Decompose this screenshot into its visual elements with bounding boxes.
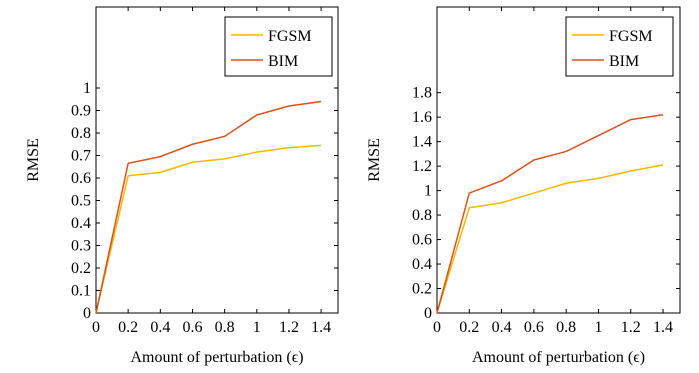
x-tick-label: 1.4	[311, 319, 331, 336]
y-tick-label: 0	[83, 305, 91, 322]
x-tick-label: 0.6	[182, 319, 202, 336]
y-tick-label: 0.6	[412, 232, 432, 249]
series-line-fgsm	[436, 164, 664, 314]
plot-frame	[95, 6, 339, 314]
legend-label-bim: BIM	[609, 53, 639, 70]
x-tick-label: 0	[433, 319, 441, 336]
y-tick-label: 0.6	[71, 170, 91, 187]
x-tick-label: 0.2	[459, 319, 479, 336]
x-tick-label: 1.2	[279, 319, 299, 336]
legend: FGSM BIM	[224, 16, 333, 77]
y-tick-label: 1	[83, 80, 91, 97]
legend-label-fgsm: FGSM	[609, 28, 653, 45]
y-tick-label: 1.4	[412, 134, 432, 151]
y-tick-label: 0.3	[71, 238, 91, 255]
y-tick-label: 0.7	[71, 148, 91, 165]
chart-panel-1: 0 0.2 0.4 0.6 0.8 1 1.2 1.4 0 0.1 0.2 0.3 0.4 0.5 0.6 0…	[25, 6, 339, 366]
legend-label-bim: BIM	[268, 53, 298, 70]
x-tick-label: 0.8	[556, 319, 576, 336]
legend-box	[224, 16, 333, 77]
series-line-fgsm	[95, 144, 322, 314]
y-tick-label: 0.4	[412, 256, 432, 273]
plot-frame	[436, 6, 681, 314]
y-tick-label: 1	[424, 183, 432, 200]
y-tick-label: 0.5	[71, 193, 91, 210]
y-axis-label: RMSE	[366, 138, 383, 182]
y-tick-label: 0	[424, 305, 432, 322]
x-tick-label: 1	[594, 319, 602, 336]
x-tick-label: 0.4	[492, 319, 512, 336]
legend-label-fgsm: FGSM	[268, 28, 312, 45]
x-tick-label: 1.2	[621, 319, 641, 336]
x-tick-label: 0.8	[215, 319, 235, 336]
x-axis-label: Amount of perturbation (ϵ)	[130, 349, 303, 366]
x-tick-label: 0.4	[150, 319, 170, 336]
x-tick-label: 1.4	[653, 319, 673, 336]
y-tick-label: 0.8	[71, 125, 91, 142]
y-tick-label: 0.9	[71, 103, 91, 120]
y-tick-label: 1.6	[412, 109, 432, 126]
y-tick-label: 0.8	[412, 207, 432, 224]
y-tick-label: 0.2	[71, 260, 91, 277]
x-tick-label: 0.2	[118, 319, 138, 336]
x-tick-label: 0.6	[524, 319, 544, 336]
y-tick-label: 0.4	[71, 215, 91, 232]
legend-box	[565, 16, 674, 77]
x-tick-label: 0	[92, 319, 100, 336]
y-tick-label: 0.2	[412, 281, 432, 298]
y-tick-label: 1.2	[412, 158, 432, 175]
legend: FGSM BIM	[565, 16, 674, 77]
y-tick-label: 1.8	[412, 85, 432, 102]
series-line-bim	[95, 100, 322, 314]
x-tick-label: 1	[253, 319, 261, 336]
chart-panel-2: 0 0.2 0.4 0.6 0.8 1 1.2 1.4 0 0.2 0.4 0.6 0.8 1 1.2 1.4…	[366, 6, 681, 366]
y-axis-label: RMSE	[25, 138, 42, 182]
y-tick-label: 0.1	[71, 283, 91, 300]
x-axis-label: Amount of perturbation (ϵ)	[472, 349, 645, 366]
series-line-bim	[436, 113, 664, 314]
